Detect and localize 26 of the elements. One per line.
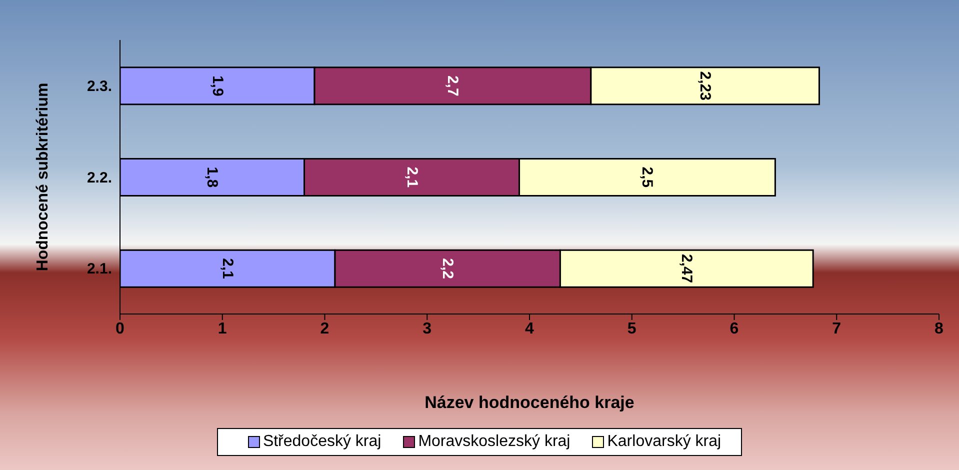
x-tick-label: 4 bbox=[525, 320, 534, 338]
x-tick-label: 1 bbox=[218, 320, 227, 338]
legend-label: Středočeský kraj bbox=[262, 433, 382, 451]
data-label: 2,47 bbox=[678, 254, 696, 284]
x-tick-label: 2 bbox=[320, 320, 330, 338]
data-label: 2,23 bbox=[696, 71, 714, 100]
legend-label: Karlovarský kraj bbox=[606, 433, 722, 451]
x-tick-label: 0 bbox=[116, 320, 125, 338]
x-axis-title: Název hodnoceného kraje bbox=[424, 393, 634, 412]
data-label: 2,2 bbox=[439, 258, 456, 279]
data-label: 1,8 bbox=[204, 166, 221, 188]
x-tick-label: 5 bbox=[627, 320, 636, 338]
data-label: 2,5 bbox=[638, 166, 656, 188]
x-tick-label: 8 bbox=[934, 320, 944, 338]
y-axis-title: Hodnocené subkritérium bbox=[34, 82, 52, 272]
x-tick-label: 7 bbox=[832, 320, 842, 338]
y-tick-label: 2.3. bbox=[86, 78, 112, 95]
data-label: 2,1 bbox=[403, 166, 420, 188]
y-tick-label: 2.2. bbox=[86, 169, 112, 186]
data-label: 2,7 bbox=[444, 75, 462, 96]
legend-label: Moravskoslezský kraj bbox=[417, 433, 570, 451]
x-tick-label: 3 bbox=[422, 320, 432, 338]
data-label: 2,1 bbox=[218, 258, 236, 279]
data-label: 1,9 bbox=[208, 75, 226, 96]
y-tick-label: 2.1. bbox=[86, 260, 112, 278]
x-tick-label: 6 bbox=[730, 320, 739, 338]
